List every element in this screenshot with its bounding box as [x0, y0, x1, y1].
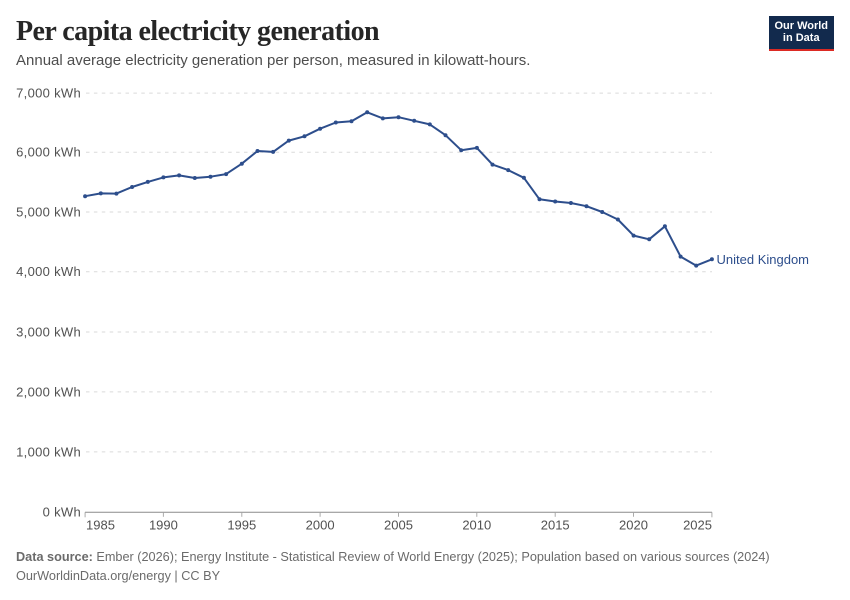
svg-text:6,000 kWh: 6,000 kWh [16, 145, 81, 160]
svg-text:2000: 2000 [306, 518, 335, 533]
svg-text:United Kingdom: United Kingdom [717, 252, 810, 267]
svg-text:2005: 2005 [384, 518, 413, 533]
svg-text:5,000 kWh: 5,000 kWh [16, 205, 81, 220]
svg-text:7,000 kWh: 7,000 kWh [16, 86, 81, 101]
svg-text:1995: 1995 [227, 518, 256, 533]
svg-text:0 kWh: 0 kWh [43, 505, 81, 520]
svg-text:1985: 1985 [86, 518, 115, 533]
svg-text:4,000 kWh: 4,000 kWh [16, 264, 81, 279]
svg-text:3,000 kWh: 3,000 kWh [16, 325, 81, 340]
svg-text:2015: 2015 [541, 518, 570, 533]
svg-text:2020: 2020 [619, 518, 648, 533]
svg-text:1990: 1990 [149, 518, 178, 533]
svg-text:2025: 2025 [683, 518, 712, 533]
svg-text:2010: 2010 [462, 518, 491, 533]
svg-text:2,000 kWh: 2,000 kWh [16, 384, 81, 399]
svg-text:1,000 kWh: 1,000 kWh [16, 444, 81, 459]
